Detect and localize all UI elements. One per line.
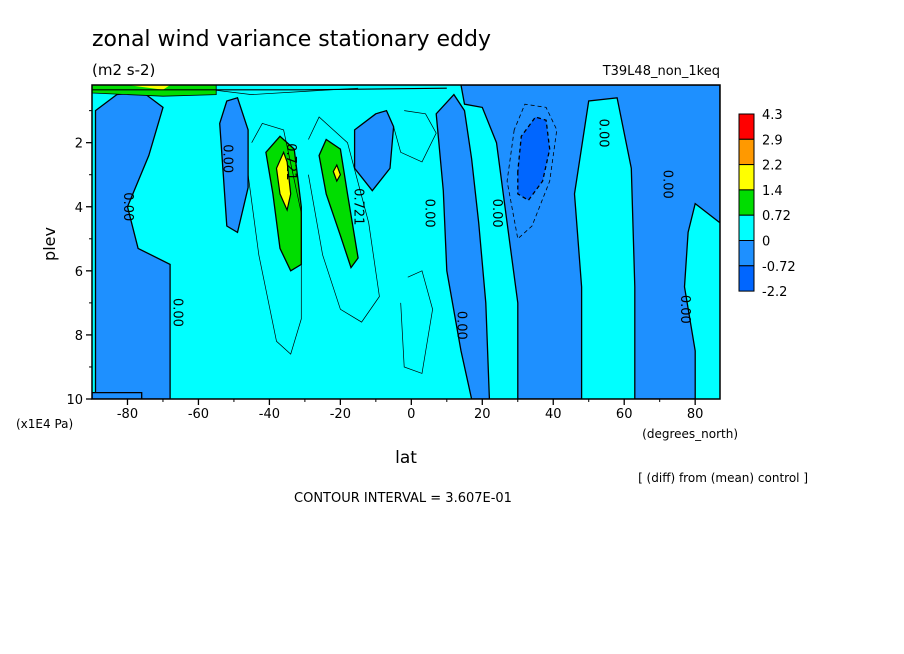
strong-negative-region <box>517 116 551 202</box>
x-tick-label: -20 <box>330 407 351 422</box>
legend-swatch <box>738 214 755 241</box>
negative-region <box>353 109 395 192</box>
diff-note: [ (diff) from (mean) control ] <box>638 471 808 485</box>
top-rim-core <box>127 85 171 90</box>
y-axis-units: (x1E4 Pa) <box>16 417 73 431</box>
core-south <box>275 150 292 212</box>
top-rim <box>92 85 217 97</box>
contour-label: 0.00 <box>595 119 610 148</box>
contour-label: 0.00 <box>219 144 234 173</box>
negative-region <box>92 391 143 399</box>
y-tick-label: 10 <box>66 393 83 408</box>
plot-area <box>92 85 720 399</box>
y-tick-label: 6 <box>75 265 83 280</box>
negative-region <box>435 93 491 399</box>
positive-contour <box>247 122 302 355</box>
color-legend: 4.3 2.9 2.2 1.4 0.72 0 -0.72 -2.2 <box>738 108 796 300</box>
contour-labels: 0.00 0.00 0.00 0.721 0.721 0.00 0.00 0.00 0.00 0.… <box>120 119 692 340</box>
legend-label: 0.72 <box>762 209 791 224</box>
core-north <box>332 163 342 183</box>
x-tick-label: 80 <box>687 407 704 422</box>
contour-label: 0.00 <box>677 295 692 324</box>
contour-label: 0.721 <box>283 143 298 180</box>
legend-label: 4.3 <box>762 108 783 123</box>
experiment-name: T39L48_non_1keq <box>602 64 720 79</box>
x-tick-label: 40 <box>545 407 562 422</box>
chart-title: zonal wind variance stationary eddy <box>92 27 491 52</box>
legend-swatch <box>738 189 755 216</box>
plot-frame <box>91 84 721 400</box>
chart-units: (m2 s-2) <box>92 61 155 79</box>
x-tick-label: -80 <box>117 407 138 422</box>
x-axis: -80 -60 -40 -20 0 20 40 60 80 <box>117 399 704 422</box>
legend-swatch <box>738 138 755 166</box>
positive-contour <box>308 116 380 323</box>
negative-region <box>219 96 249 234</box>
contour-label: 0.00 <box>170 298 185 327</box>
x-tick-label: 60 <box>616 407 633 422</box>
legend-swatch <box>738 164 755 191</box>
x-tick-label: 20 <box>474 407 491 422</box>
y-tick-label: 4 <box>75 201 83 216</box>
y-tick-label: 2 <box>75 137 83 152</box>
legend-label: 2.2 <box>762 159 783 174</box>
x-tick-label: 0 <box>407 407 415 422</box>
x-tick-label: -40 <box>259 407 280 422</box>
legend-label: 0 <box>762 235 770 250</box>
legend-label: -2.2 <box>762 285 787 300</box>
contour-label: 0.00 <box>659 170 674 199</box>
positive-lobe-north <box>318 138 359 269</box>
contour-label: 0.00 <box>120 192 135 221</box>
plot-background <box>92 85 720 399</box>
contour-label: 0.00 <box>422 199 437 228</box>
contour-interval: CONTOUR INTERVAL = 3.607E-01 <box>294 491 512 506</box>
legend-label: 1.4 <box>762 184 783 199</box>
contour-label: 0.00 <box>489 199 504 228</box>
positive-contour <box>393 110 437 163</box>
x-axis-units: (degrees_north) <box>642 427 738 441</box>
legend-label: 2.9 <box>762 133 783 148</box>
positive-contour <box>400 270 433 374</box>
negative-contour <box>506 103 558 240</box>
legend-swatch <box>738 113 755 140</box>
y-axis: 2 4 6 8 10 <box>66 110 92 408</box>
x-tick-label: -60 <box>188 407 209 422</box>
contour-label: 0.721 <box>351 188 366 225</box>
legend-swatch <box>738 265 755 292</box>
legend-swatch <box>738 240 755 267</box>
y-axis-label: plev <box>40 227 59 261</box>
x-axis-label: lat <box>395 448 417 468</box>
legend-label: -0.72 <box>762 260 796 275</box>
y-tick-label: 8 <box>75 329 83 344</box>
top-contour <box>92 87 447 91</box>
contour-label: 0.00 <box>453 311 468 340</box>
